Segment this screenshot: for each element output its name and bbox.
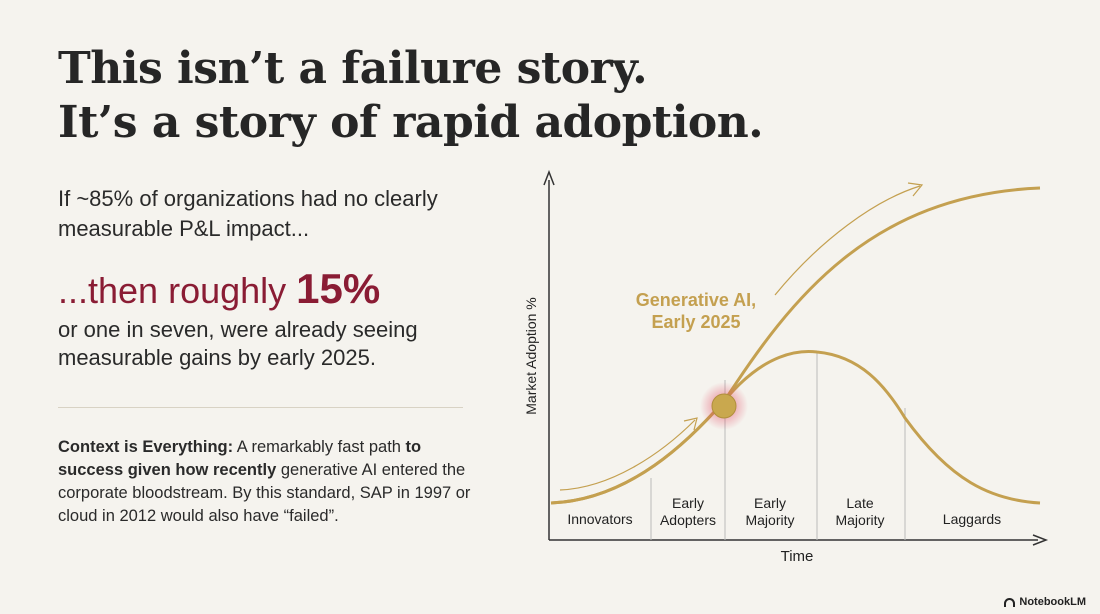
- motion-arrow-upper-head: [907, 182, 924, 197]
- y-axis-arrow: [543, 169, 555, 186]
- highlight-percent: 15%: [296, 265, 381, 312]
- headline-line-2: It’s a story of rapid adoption.: [58, 97, 764, 148]
- segment-label-early-majority-2: Majority: [745, 512, 794, 528]
- x-axis-label: Time: [781, 548, 814, 565]
- motion-arrow-lower-head: [683, 417, 698, 431]
- annotation-line-2: Early 2025: [651, 312, 740, 332]
- context-part-1: A remarkably fast path: [233, 438, 406, 456]
- segment-label-early-majority-1: Early: [754, 495, 786, 511]
- context-part-2: generative AI entered the corporate bloo…: [58, 461, 471, 525]
- intro-text: If ~85% of organizations had no clearly …: [58, 186, 438, 241]
- x-axis-arrow: [1032, 534, 1049, 546]
- bell-curve: [550, 350, 1041, 505]
- generative-ai-marker: [711, 393, 737, 419]
- context-lead: Context is Everything:: [58, 438, 234, 456]
- segment-label-late-majority-2: Majority: [835, 512, 884, 528]
- headline: This isn’t a failure story. It’s a story…: [58, 42, 1058, 150]
- motion-arrow-upper: [774, 185, 921, 296]
- segment-label-laggards: Laggards: [943, 511, 1001, 527]
- highlight-statement: ...then roughly 15%: [58, 262, 498, 318]
- annotation-line-1: Generative AI,: [636, 290, 756, 310]
- s-curve: [550, 186, 1041, 505]
- segment-label-early-adopters-2: Adopters: [660, 512, 716, 528]
- y-axis-label: Market Adoption %: [523, 297, 539, 415]
- context-bold-2: to success given how recently: [58, 438, 422, 479]
- brand-name: NotebookLM: [1019, 596, 1086, 608]
- segment-label-innovators: Innovators: [567, 511, 632, 527]
- context-paragraph: Context is Everything: A remarkably fast…: [58, 436, 478, 528]
- headline-line-1: This isn’t a failure story.: [58, 43, 648, 94]
- segment-label-early-adopters-1: Early: [672, 495, 704, 511]
- followup-text: or one in seven, were already seeing mea…: [58, 317, 418, 370]
- segment-label-late-majority-1: Late: [846, 495, 873, 511]
- notebooklm-icon: [1004, 597, 1016, 607]
- highlight-prefix: ...then roughly: [58, 270, 297, 311]
- brand-mark: NotebookLM: [1004, 596, 1086, 608]
- divider: [58, 407, 463, 408]
- motion-arrow-lower: [559, 419, 696, 491]
